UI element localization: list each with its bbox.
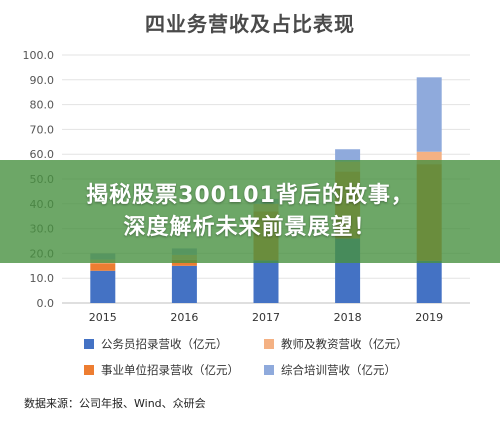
data-source-note: 数据来源：公司年报、Wind、众研会 [24, 397, 206, 410]
y-tick-label: 70.0 [30, 123, 55, 136]
x-tick-label: 2019 [415, 311, 443, 324]
bar-segment [335, 149, 361, 162]
y-tick-label: 0.0 [37, 297, 55, 310]
bar-segment [416, 260, 442, 303]
bar-segment [416, 77, 442, 152]
legend-label: 事业单位招录营收（亿元） [101, 363, 239, 377]
legend-swatch [84, 365, 94, 375]
overlay-banner: 揭秘股票300101背后的故事， 深度解析未来前景展望！ [0, 160, 500, 263]
legend-item-general-training: 综合培训营收（亿元） [264, 362, 454, 378]
legend-swatch [264, 339, 274, 349]
y-tick-label: 90.0 [30, 74, 55, 87]
banner-line-1: 揭秘股票300101背后的故事， [86, 182, 414, 208]
y-tick-label: 10.0 [30, 272, 55, 285]
legend-label: 公务员招录营收（亿元） [101, 337, 228, 351]
x-tick-label: 2016 [170, 311, 198, 324]
legend-item-public-institution: 事业单位招录营收（亿元） [84, 362, 256, 378]
bar-segment [90, 263, 116, 271]
y-tick-label: 60.0 [30, 148, 55, 161]
legend-label: 教师及教资营收（亿元） [281, 337, 408, 351]
legend-item-civil-servant: 公务员招录营收（亿元） [84, 336, 256, 352]
legend-item-teacher: 教师及教资营收（亿元） [264, 336, 454, 352]
bar-segment [171, 265, 197, 303]
banner-line-2: 深度解析未来前景展望！ [123, 214, 377, 240]
chart-legend: 公务员招录营收（亿元） 教师及教资营收（亿元） 事业单位招录营收（亿元） 综合培… [84, 336, 464, 378]
x-tick-label: 2015 [89, 311, 117, 324]
y-tick-label: 100.0 [23, 49, 55, 62]
legend-label: 综合培训营收（亿元） [281, 363, 396, 377]
bar-segment [90, 270, 116, 303]
y-tick-label: 80.0 [30, 99, 55, 112]
x-tick-label: 2018 [334, 311, 362, 324]
bar-segment [253, 260, 279, 303]
legend-swatch [264, 365, 274, 375]
x-tick-label: 2017 [252, 311, 280, 324]
legend-swatch [84, 339, 94, 349]
chart-title: 四业务营收及占比表现 [145, 12, 355, 36]
